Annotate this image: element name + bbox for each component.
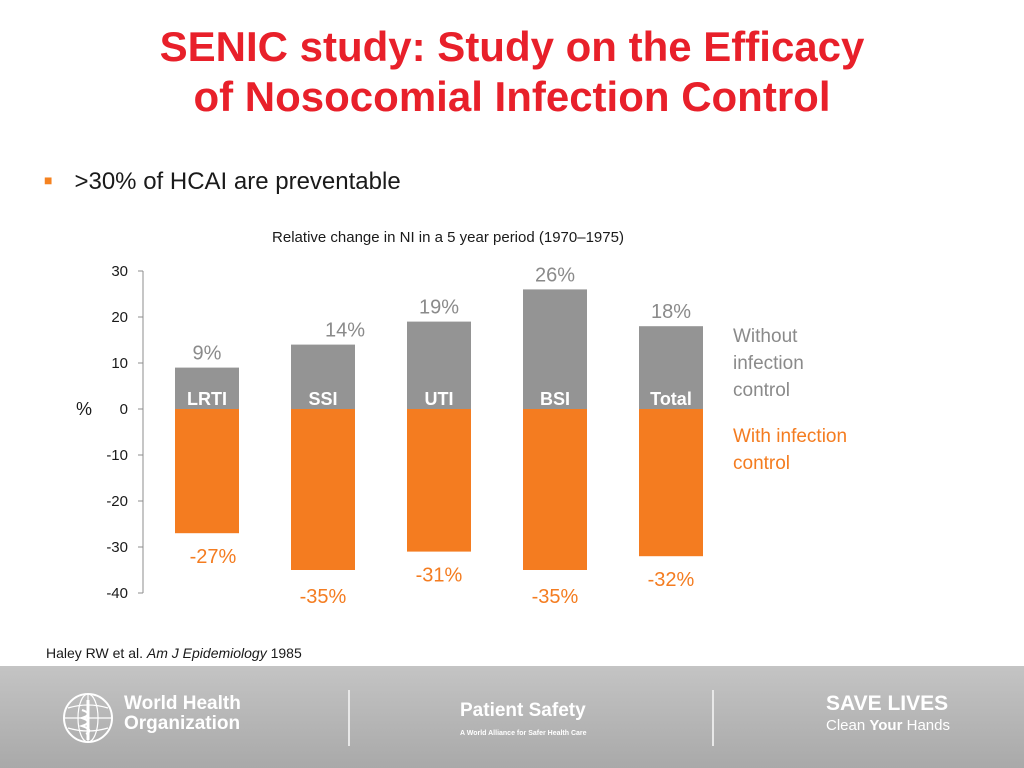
y-tick-label: 0 — [120, 401, 128, 418]
category-label: Total — [650, 389, 692, 409]
y-tick-label: -40 — [106, 585, 128, 602]
bar-with-control — [175, 409, 239, 534]
square-bullet-icon: ■ — [44, 172, 53, 188]
legend-with-control: control — [733, 453, 790, 474]
y-tick-label: -20 — [106, 493, 128, 510]
legend-without-control: infection — [733, 353, 804, 374]
data-label-without-control: 9% — [193, 343, 222, 365]
footer-divider — [348, 690, 350, 746]
footer-divider — [712, 690, 714, 746]
slide-title: SENIC study: Study on the Efficacy of No… — [0, 22, 1024, 122]
citation-author: Haley RW et al. — [46, 645, 143, 661]
slide-title-line-1: SENIC study: Study on the Efficacy — [159, 23, 865, 70]
who-emblem-icon — [63, 693, 113, 743]
bullet-point: ■ >30% of HCAI are preventable — [44, 168, 401, 196]
patient-safety-logo: Patient Safety A World Alliance for Safe… — [460, 700, 587, 737]
data-label-with-control: -35% — [532, 586, 579, 608]
legend-without-control: control — [733, 380, 790, 401]
save-lives-sub-pre: Clean — [826, 717, 866, 734]
data-label-with-control: -35% — [300, 586, 347, 608]
save-lives-logo: SAVE LIVES Clean Your Hands — [826, 692, 950, 736]
save-lives-title: SAVE LIVES — [826, 692, 949, 715]
data-label-with-control: -32% — [648, 569, 695, 591]
bar-without-control — [175, 367, 239, 409]
data-label-with-control: -31% — [416, 565, 463, 587]
footer-bar: World Health Organization Patient Safety… — [0, 666, 1024, 768]
chart-title: Relative change in NI in a 5 year period… — [272, 229, 624, 246]
category-label: UTI — [425, 389, 454, 409]
data-label-without-control: 19% — [419, 297, 459, 319]
data-label-without-control: 14% — [325, 320, 365, 342]
bar-without-control — [407, 321, 471, 409]
bar-with-control — [407, 409, 471, 552]
save-lives-subtitle: Clean Your Hands — [826, 716, 950, 736]
category-label: SSI — [308, 389, 337, 409]
bar-with-control — [639, 409, 703, 557]
who-name-line-2: Organization — [124, 713, 241, 734]
patient-safety-subtitle: A World Alliance for Safer Health Care — [460, 730, 587, 737]
bar-without-control — [639, 326, 703, 409]
y-tick-label: 30 — [111, 263, 128, 280]
y-axis-label: % — [76, 399, 92, 419]
who-name-line-1: World Health — [124, 693, 241, 714]
bar-without-control — [291, 344, 355, 409]
bar-with-control — [523, 409, 587, 570]
category-label: LRTI — [187, 389, 227, 409]
bullet-text: >30% of HCAI are preventable — [74, 168, 401, 195]
citation-year: 1985 — [270, 645, 302, 661]
slide-title-line-2: of Nosocomial Infection Control — [193, 73, 831, 120]
category-label: BSI — [540, 389, 570, 409]
legend-with-control: With infection — [733, 426, 847, 447]
legend-without-control: Without — [733, 326, 798, 347]
save-lives-sub-bold: Your — [869, 717, 903, 734]
y-tick-label: -10 — [106, 447, 128, 464]
data-label-without-control: 26% — [535, 264, 575, 286]
citation-journal: Am J Epidemiology — [146, 645, 267, 661]
y-tick-label: 20 — [111, 309, 128, 326]
data-label-without-control: 18% — [651, 301, 691, 323]
y-tick-label: -30 — [106, 539, 128, 556]
save-lives-sub-post: Hands — [906, 717, 950, 734]
data-label-with-control: -27% — [190, 546, 237, 568]
bar-with-control — [291, 409, 355, 570]
citation: Haley RW et al. Am J Epidemiology 1985 — [46, 645, 302, 661]
y-tick-label: 10 — [111, 355, 128, 372]
bar-without-control — [523, 289, 587, 409]
bar-chart: Relative change in NI in a 5 year period… — [76, 229, 847, 608]
patient-safety-title: Patient Safety — [460, 700, 586, 721]
